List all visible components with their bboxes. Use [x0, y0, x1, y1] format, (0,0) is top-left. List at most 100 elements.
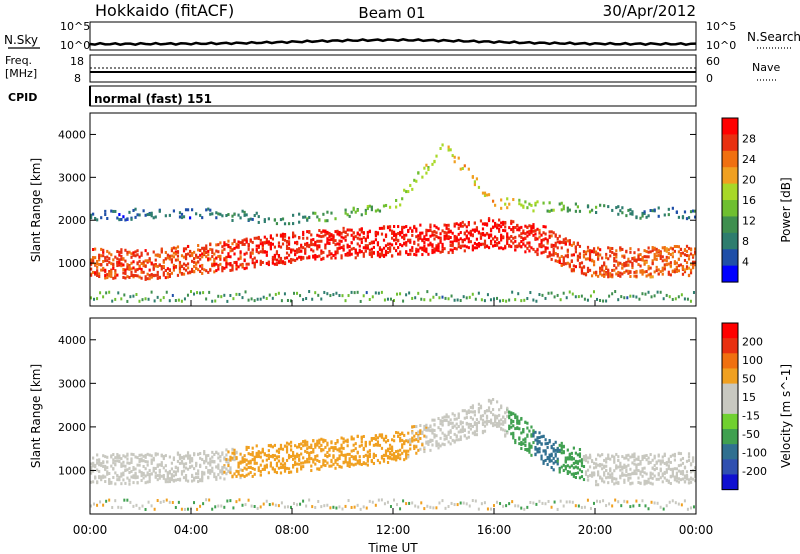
- velocity-cell: [201, 470, 204, 474]
- power-cell: [479, 243, 483, 247]
- power-cell: [118, 253, 121, 257]
- velocity-cell: [489, 401, 493, 405]
- power-cell: [261, 241, 264, 245]
- power-cell: [623, 255, 626, 259]
- velocity-cell: [584, 473, 588, 477]
- velocity-cell: [526, 434, 529, 438]
- power-cell: [599, 266, 602, 270]
- velocity-cell: [296, 454, 299, 458]
- velocity-cell: [683, 474, 687, 478]
- power-cell: [619, 246, 622, 250]
- velocity-cell: [423, 424, 426, 428]
- velocity-cell: [435, 440, 438, 444]
- power-cell: [631, 212, 634, 216]
- noise-left-tick-bottom: 10^0: [60, 39, 90, 52]
- power-cell: [546, 238, 549, 242]
- velocity-cell: [445, 434, 448, 438]
- power-cell: [611, 292, 614, 296]
- power-cell: [683, 270, 687, 274]
- power-cell: [605, 272, 608, 276]
- velocity-cell: [215, 465, 218, 469]
- velocity-cell: [447, 440, 450, 444]
- beam-title: Beam 01: [358, 4, 425, 22]
- power-cell: [178, 270, 182, 274]
- power-cell: [588, 251, 592, 255]
- power-cell: [250, 297, 253, 301]
- velocity-cell: [586, 456, 590, 460]
- power-cell: [241, 296, 244, 300]
- power-cell: [245, 240, 248, 244]
- velocity-cell: [201, 458, 204, 462]
- power-cell: [122, 271, 125, 275]
- power-cell: [231, 242, 234, 246]
- velocity-cell: [214, 505, 217, 509]
- power-cell: [235, 242, 238, 246]
- power-cell: [621, 254, 624, 258]
- power-cell: [433, 229, 436, 233]
- power-cell: [184, 255, 188, 259]
- power-cell: [267, 217, 270, 221]
- power-cell: [215, 269, 218, 273]
- velocity-cell: [671, 453, 674, 457]
- power-cell: [262, 295, 265, 299]
- velocity-cell: [439, 444, 442, 448]
- power-cell: [631, 257, 634, 261]
- velocity-cell: [350, 437, 353, 441]
- power-cell: [110, 275, 113, 279]
- power-cell: [393, 298, 395, 302]
- velocity-cell: [100, 478, 103, 482]
- velocity-cell: [649, 481, 652, 485]
- power-cell: [451, 250, 454, 254]
- velocity-cell: [393, 452, 396, 456]
- velocity-cell: [489, 410, 493, 414]
- velocity-cell: [463, 409, 466, 413]
- velocity-cell: [96, 461, 99, 465]
- velocity-cell: [191, 479, 194, 483]
- power-cell: [691, 262, 695, 266]
- power-cell: [356, 253, 359, 257]
- velocity-cell: [603, 471, 606, 475]
- power-cell: [546, 209, 549, 213]
- power-cell: [215, 211, 218, 215]
- velocity-cell: [568, 457, 571, 461]
- power-cell: [104, 270, 107, 274]
- velocity-cell: [506, 406, 509, 410]
- power-cell: [205, 208, 208, 212]
- power-cell: [615, 272, 618, 276]
- power-cell: [370, 208, 373, 212]
- velocity-cell: [153, 507, 156, 511]
- power-cell: [211, 255, 214, 259]
- velocity-cell: [427, 442, 430, 446]
- power-cell: [140, 251, 143, 255]
- velocity-cell: [166, 472, 169, 476]
- power-cell: [469, 232, 472, 236]
- velocity-cell: [217, 473, 220, 477]
- velocity-cell: [673, 467, 676, 471]
- power-cell: [479, 235, 483, 239]
- power-cell: [491, 225, 495, 229]
- velocity-cell: [649, 474, 652, 478]
- velocity-cell: [450, 501, 453, 505]
- velocity-cell: [292, 465, 295, 469]
- velocity-cell: [487, 406, 491, 410]
- velocity-cell: [207, 469, 210, 473]
- velocity-cell: [603, 465, 606, 469]
- power-cell: [334, 252, 337, 256]
- velocity-cell: [675, 467, 678, 471]
- power-cell: [449, 248, 452, 252]
- power-cell: [649, 275, 652, 279]
- power-cell: [425, 163, 428, 167]
- velocity-cell: [358, 444, 361, 448]
- power-cell: [374, 238, 378, 242]
- power-cell: [643, 210, 646, 214]
- power-colorbar-segment: [722, 200, 738, 217]
- velocity-cell: [150, 458, 153, 462]
- power-cell: [554, 241, 557, 245]
- power-cell: [540, 251, 543, 255]
- power-cell: [229, 249, 232, 253]
- velocity-cell: [441, 431, 444, 435]
- velocity-cell: [122, 478, 125, 482]
- velocity-cell: [613, 458, 616, 462]
- power-cell: [395, 238, 398, 242]
